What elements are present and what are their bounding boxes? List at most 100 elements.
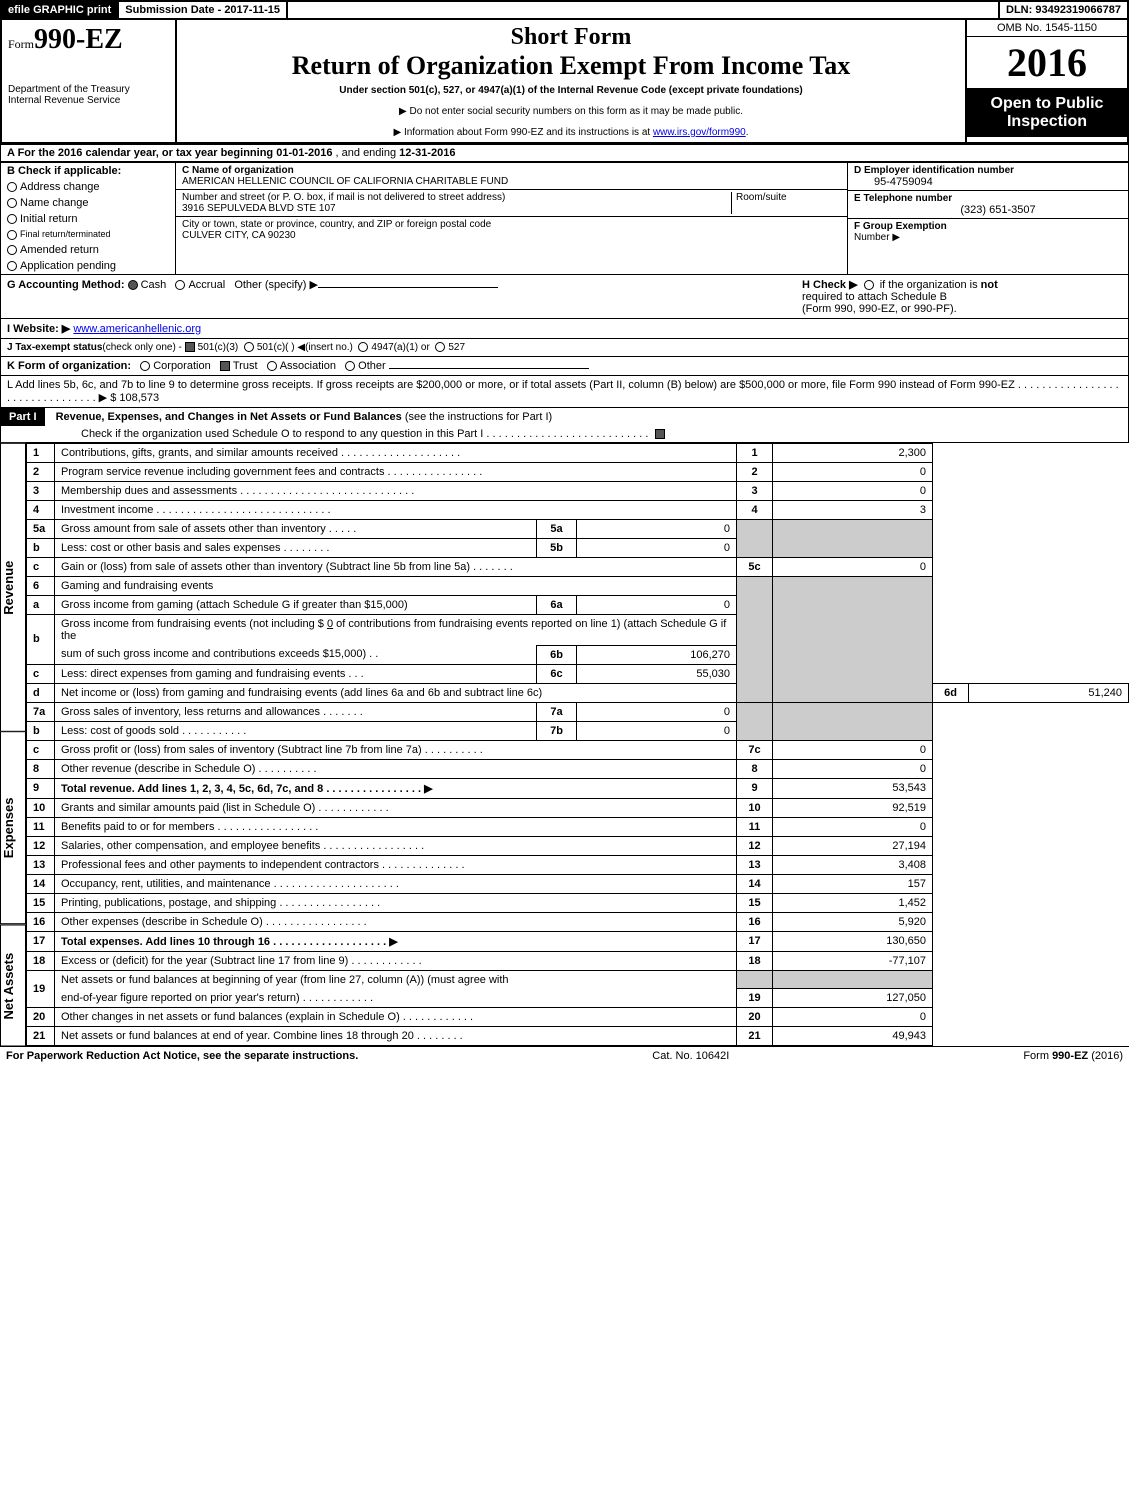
h-not: not <box>981 279 998 291</box>
instr-link-line: ▶ Information about Form 990-EZ and its … <box>187 127 955 138</box>
j-o4: 527 <box>448 342 465 353</box>
lines-table: 1Contributions, gifts, grants, and simil… <box>26 443 1129 1047</box>
efile-print-button[interactable]: efile GRAPHIC print <box>2 2 119 18</box>
table-row: aGross income from gaming (attach Schedu… <box>27 595 1129 614</box>
checkbox-527[interactable] <box>435 342 445 352</box>
website-link[interactable]: www.americanhellenic.org <box>73 323 201 335</box>
part1-title: Revenue, Expenses, and Changes in Net As… <box>56 411 405 423</box>
open-line2: Inspection <box>1007 113 1087 130</box>
k-o2: Trust <box>233 360 258 372</box>
b-opt-address: Address change <box>1 179 175 195</box>
instr2-post: . <box>746 127 749 138</box>
b-opt-name: Name change <box>1 195 175 211</box>
g-cash: Cash <box>141 279 167 291</box>
part1-check-text: Check if the organization used Schedule … <box>81 428 648 440</box>
b-label: B Check if applicable: <box>7 165 121 177</box>
checkbox-amended-return[interactable] <box>7 245 17 255</box>
h-text3: (Form 990, 990-EZ, or 990-PF). <box>802 303 957 315</box>
checkbox-501c3[interactable] <box>185 342 195 352</box>
header-right: OMB No. 1545-1150 2016 Open to Public In… <box>967 20 1127 142</box>
checkbox-other-org[interactable] <box>345 361 355 371</box>
instr-no-ssn: ▶ Do not enter social security numbers o… <box>187 106 955 117</box>
open-to-public: Open to Public Inspection <box>967 89 1127 137</box>
f-label: F Group Exemption <box>854 221 947 232</box>
form-prefix: Form <box>8 37 34 51</box>
c-city-cell: City or town, state or province, country… <box>176 217 847 243</box>
footer-left: For Paperwork Reduction Act Notice, see … <box>6 1050 358 1062</box>
h-text1: if the organization is <box>880 279 981 291</box>
shaded-cell <box>737 519 773 557</box>
table-row: 2Program service revenue including gover… <box>27 462 1129 481</box>
j-label: J Tax-exempt status <box>7 342 102 353</box>
e-label: E Telephone number <box>854 193 952 204</box>
checkbox-name-change[interactable] <box>7 198 17 208</box>
instructions-link[interactable]: www.irs.gov/form990 <box>653 127 746 138</box>
checkbox-4947[interactable] <box>358 342 368 352</box>
g-other-input[interactable] <box>318 287 498 288</box>
table-row: cGain or (loss) from sale of assets othe… <box>27 557 1129 576</box>
table-row: 5aGross amount from sale of assets other… <box>27 519 1129 538</box>
g-label: G Accounting Method: <box>7 279 125 291</box>
checkbox-address-change[interactable] <box>7 182 17 192</box>
checkbox-final-return[interactable] <box>7 230 17 240</box>
footer-mid: Cat. No. 10642I <box>652 1050 729 1062</box>
c-label: C Name of organization <box>182 165 294 176</box>
form-header: Form990-EZ Department of the Treasury In… <box>0 20 1129 144</box>
top-bar: efile GRAPHIC print Submission Date - 20… <box>0 0 1129 20</box>
side-label-expenses: Expenses <box>0 731 26 924</box>
f-group: F Group Exemption Number ▶ <box>848 219 1128 245</box>
part1-label: Part I <box>1 408 45 426</box>
street-label: Number and street (or P. O. box, if mail… <box>182 192 505 203</box>
checkbox-application-pending[interactable] <box>7 261 17 271</box>
b-opt-pending: Application pending <box>1 258 175 274</box>
lines-grid: Revenue Expenses Net Assets 1Contributio… <box>0 443 1129 1047</box>
c-street-cell: Number and street (or P. O. box, if mail… <box>176 190 847 217</box>
line-num: 1 <box>27 443 55 462</box>
checkbox-initial-return[interactable] <box>7 214 17 224</box>
checkbox-accrual[interactable] <box>175 280 185 290</box>
table-row: 17Total expenses. Add lines 10 through 1… <box>27 931 1129 951</box>
short-form-title: Short Form <box>187 24 955 51</box>
j-o3: 4947(a)(1) or <box>371 342 429 353</box>
under-section: Under section 501(c), 527, or 4947(a)(1)… <box>187 85 955 96</box>
checkbox-cash[interactable] <box>128 280 138 290</box>
tax-year: 2016 <box>967 37 1127 89</box>
table-row: bLess: cost of goods sold . . . . . . . … <box>27 721 1129 740</box>
section-g: G Accounting Method: Cash Accrual Other … <box>7 278 802 315</box>
table-row: 15Printing, publications, postage, and s… <box>27 893 1129 912</box>
checkbox-schedule-o[interactable] <box>655 429 665 439</box>
table-row: 4Investment income . . . . . . . . . . .… <box>27 500 1129 519</box>
checkbox-assoc[interactable] <box>267 361 277 371</box>
k-o3: Association <box>280 360 336 372</box>
checkbox-501c[interactable] <box>244 342 254 352</box>
h-label: H Check ▶ <box>802 279 858 291</box>
section-g-h: G Accounting Method: Cash Accrual Other … <box>0 275 1129 319</box>
j-sub: (check only one) - <box>102 342 184 353</box>
e-value: (323) 651-3507 <box>854 204 1122 216</box>
header-mid: Short Form Return of Organization Exempt… <box>177 20 967 142</box>
checkbox-h[interactable] <box>864 280 874 290</box>
table-row: 18Excess or (deficit) for the year (Subt… <box>27 951 1129 970</box>
k-o1: Corporation <box>153 360 210 372</box>
side-label-revenue: Revenue <box>0 443 26 732</box>
table-row: end-of-year figure reported on prior yea… <box>27 989 1129 1008</box>
checkbox-trust[interactable] <box>220 361 230 371</box>
city-label: City or town, state or province, country… <box>182 219 491 230</box>
k-other-input[interactable] <box>389 368 589 369</box>
room-label: Room/suite <box>736 192 787 203</box>
dln: DLN: 93492319066787 <box>1000 2 1127 18</box>
checkbox-corp[interactable] <box>140 361 150 371</box>
table-row: sum of such gross income and contributio… <box>27 645 1129 664</box>
line-desc: Contributions, gifts, grants, and simila… <box>55 443 737 462</box>
table-row: 7aGross sales of inventory, less returns… <box>27 702 1129 721</box>
table-row: 16Other expenses (describe in Schedule O… <box>27 912 1129 931</box>
line-col: 1 <box>737 443 773 462</box>
part1-check-line: Check if the organization used Schedule … <box>1 426 1128 442</box>
k-o4: Other <box>358 360 386 372</box>
street-value: 3916 SEPULVEDA BLVD STE 107 <box>182 203 336 214</box>
shaded-cell <box>773 519 933 557</box>
table-row: bGross income from fundraising events (n… <box>27 614 1129 645</box>
dept-treasury: Department of the Treasury <box>8 84 169 95</box>
shaded-cell <box>773 576 933 702</box>
b-opt-amended: Amended return <box>1 242 175 258</box>
